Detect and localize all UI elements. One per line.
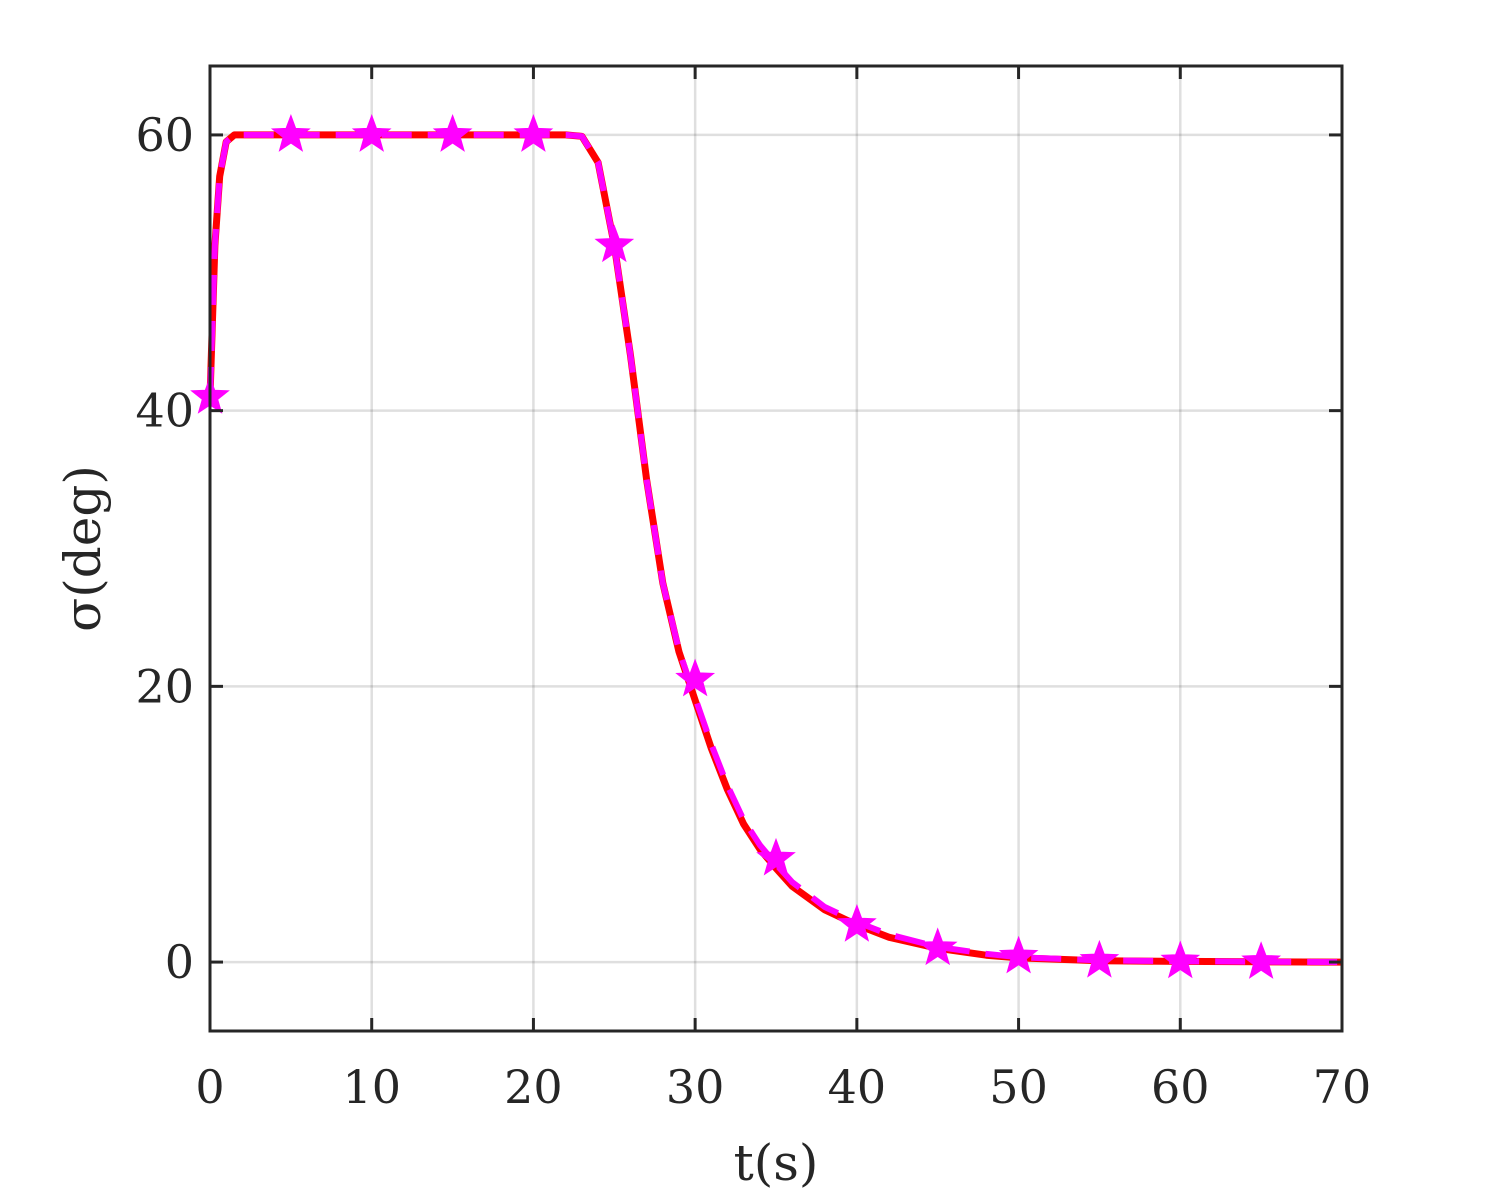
- x-tick-label: 40: [828, 1060, 887, 1114]
- series-2-marker: [1160, 940, 1201, 979]
- x-tick-label: 0: [195, 1060, 224, 1114]
- y-tick-label: 60: [135, 108, 194, 162]
- series-2-marker: [432, 113, 473, 152]
- x-tick-label: 50: [989, 1060, 1048, 1114]
- y-tick-label: 20: [135, 659, 194, 713]
- x-axis-label: t(s): [734, 1134, 819, 1192]
- series-2-marker: [351, 113, 392, 152]
- plot-frame: [208, 64, 1344, 1033]
- x-tick-label: 10: [342, 1060, 401, 1114]
- y-axis-label: σ(deg): [54, 465, 112, 632]
- series-2-marker: [998, 935, 1039, 974]
- x-tick-label: 70: [1313, 1060, 1372, 1114]
- x-tick-label: 60: [1151, 1060, 1210, 1114]
- x-tick-label: 20: [504, 1060, 563, 1114]
- series-2-marker: [675, 658, 716, 697]
- series-2-marker: [836, 904, 877, 942]
- axis-ticks: [208, 66, 1344, 1031]
- y-tick-label: 40: [135, 384, 194, 438]
- series-2-marker: [917, 927, 958, 966]
- series-2-marker: [513, 113, 554, 152]
- series-2-marker: [1079, 939, 1120, 978]
- x-tick-label: 30: [666, 1060, 725, 1114]
- series-2-marker: [756, 837, 796, 876]
- series-2-marker: [270, 114, 311, 152]
- y-tick-label: 0: [165, 935, 194, 989]
- series-2-line: [207, 131, 1343, 966]
- series-2-marker: [1241, 941, 1282, 979]
- series-2-marker: [594, 224, 635, 263]
